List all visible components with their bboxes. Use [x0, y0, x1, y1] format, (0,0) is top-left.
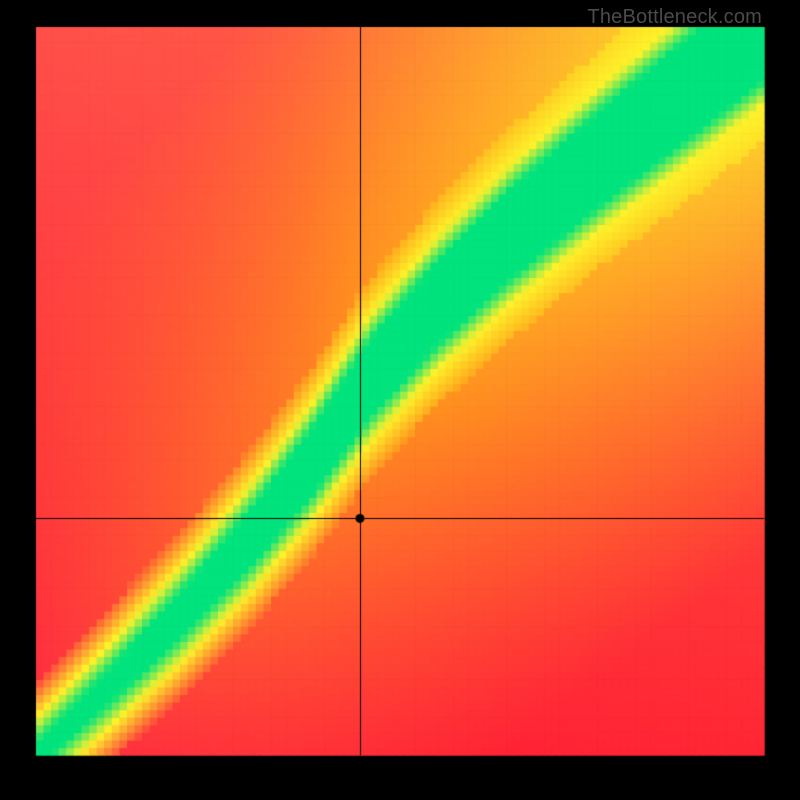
bottleneck-heatmap [0, 0, 800, 800]
